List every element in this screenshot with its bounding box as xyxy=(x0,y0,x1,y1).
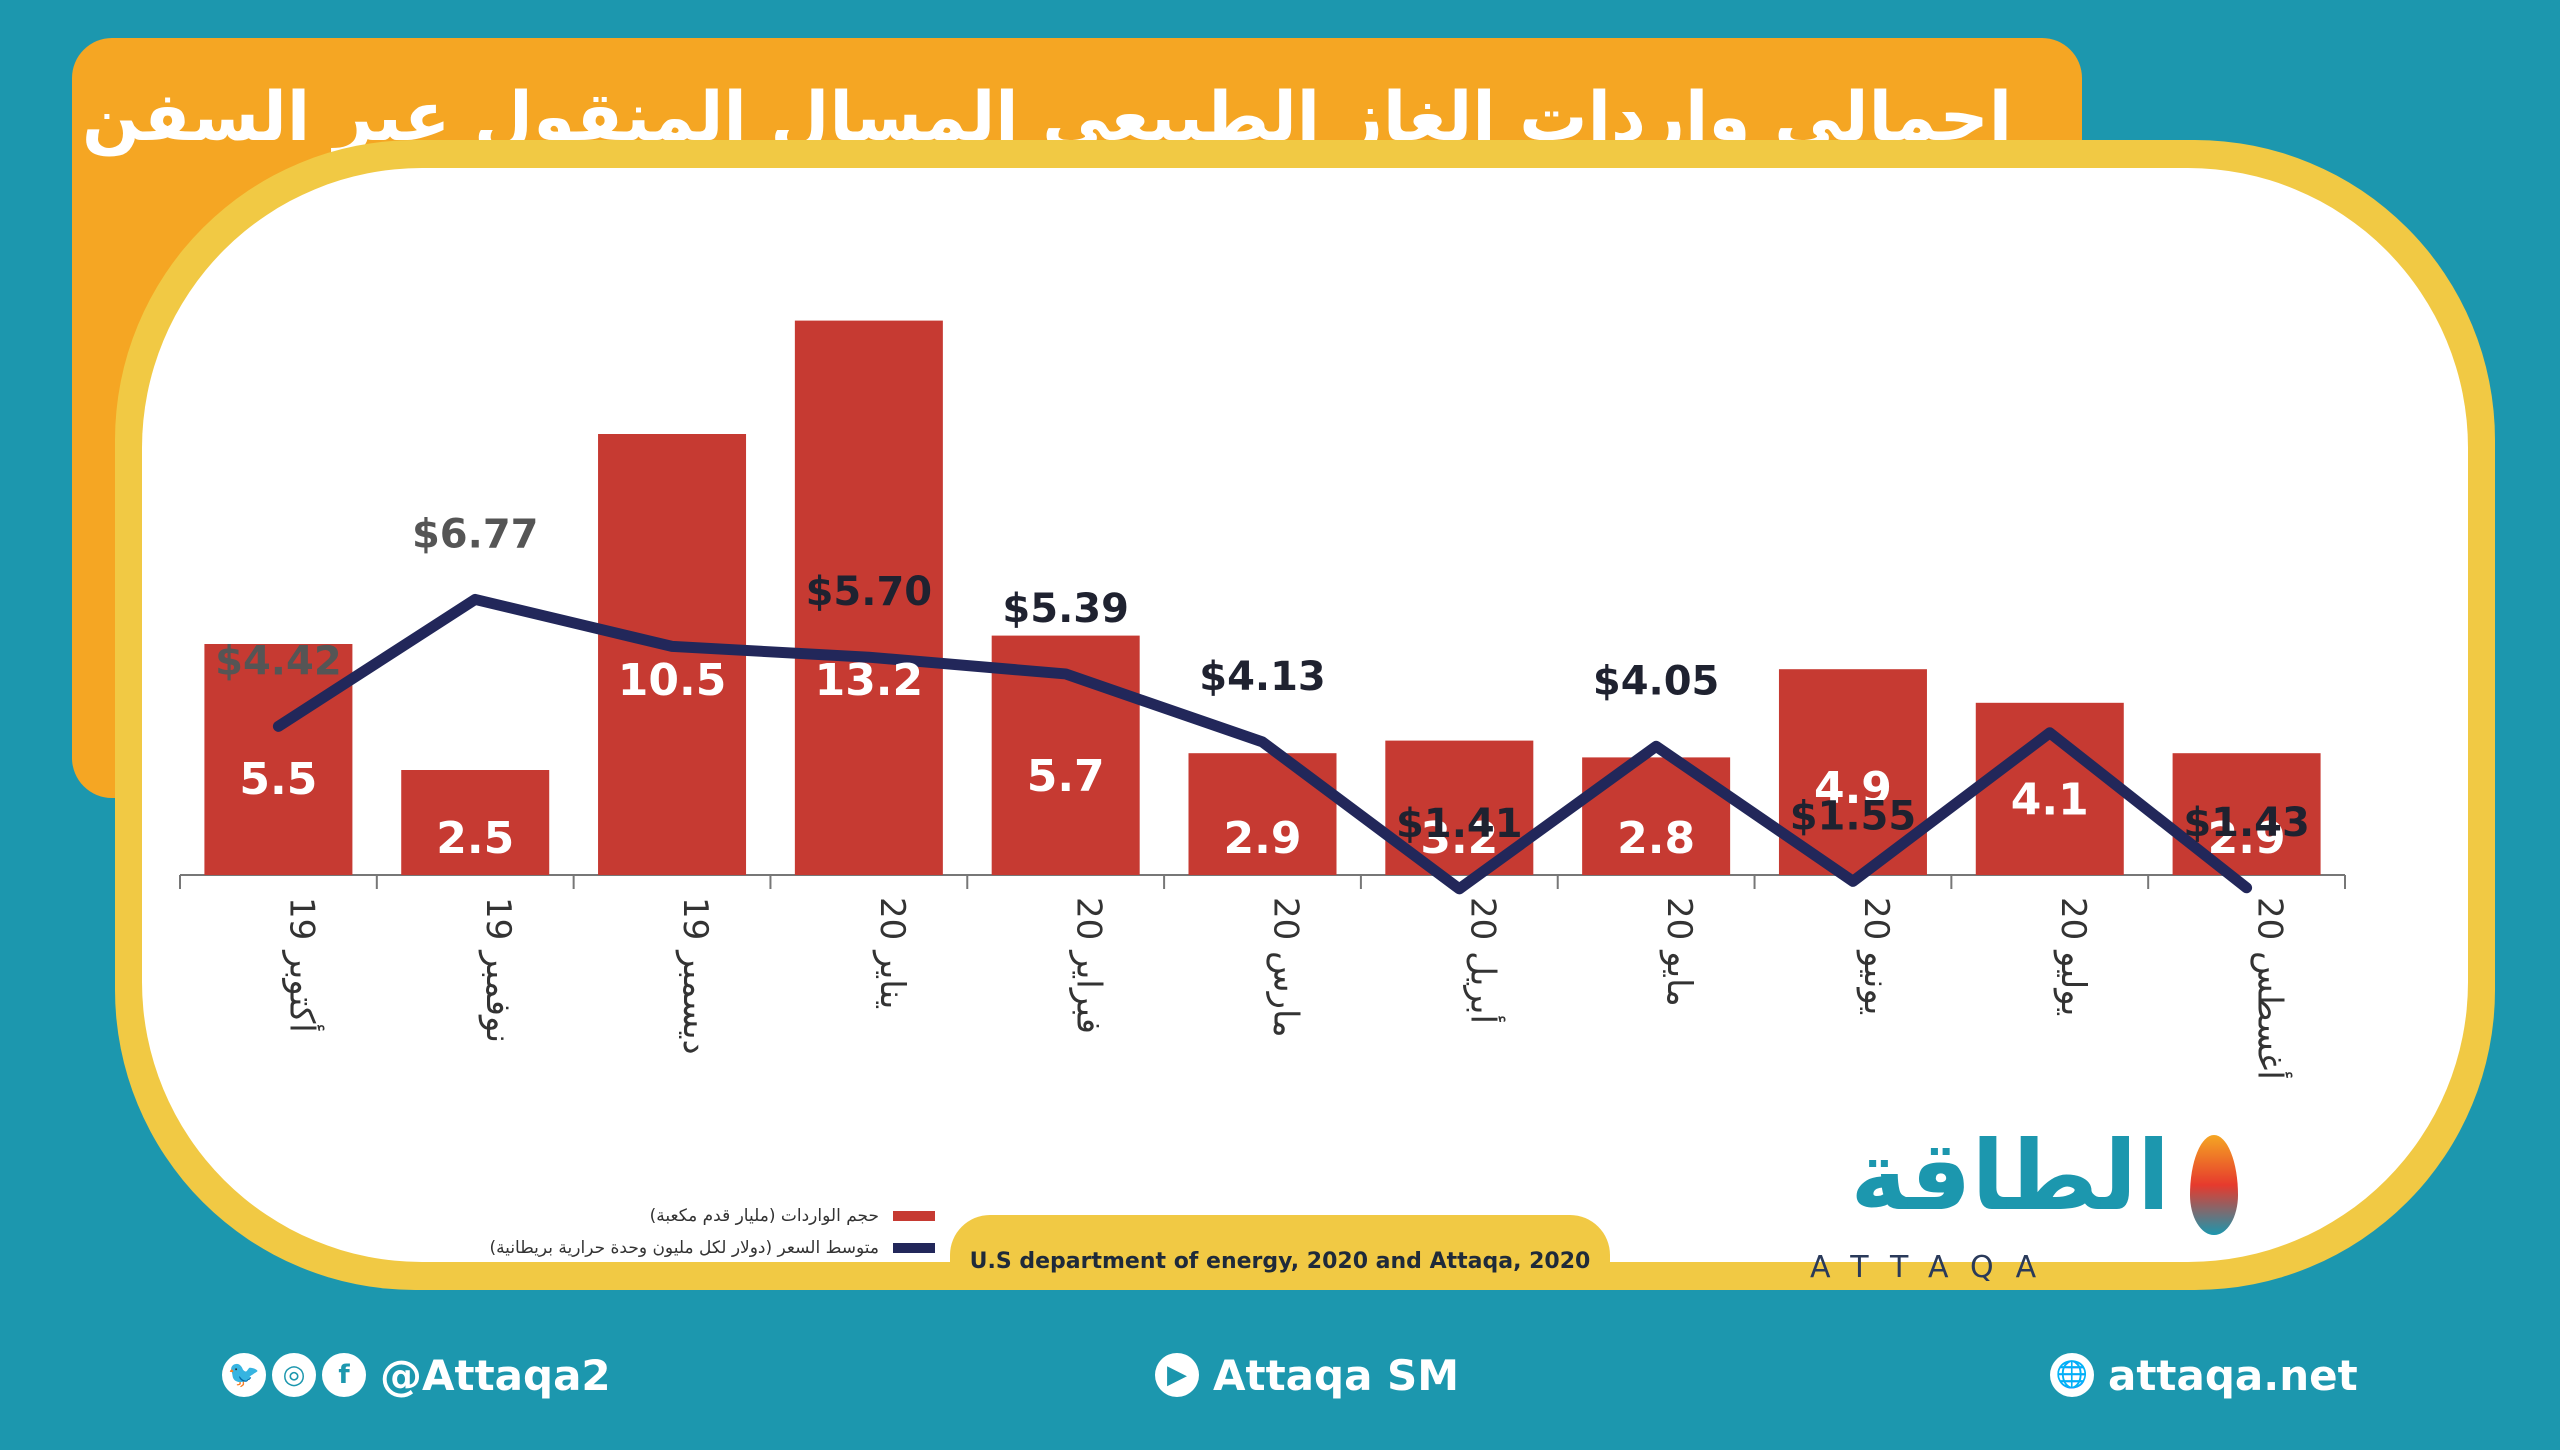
legend-item-price: متوسط السعر (دولار لكل مليون وحدة حرارية… xyxy=(415,1232,935,1264)
x-tick-label: 20 أبريل xyxy=(1462,897,1505,1024)
x-tick-label: 20 مايو xyxy=(1659,897,1699,1007)
price-value-label: $5.39 xyxy=(1002,586,1129,632)
bar-value-label: 5.7 xyxy=(1027,751,1105,802)
price-value-label: $1.43 xyxy=(2183,800,2310,846)
x-tick-label: 20 أغسطس xyxy=(2250,897,2293,1080)
logo-latin: ATTAQA xyxy=(1810,1250,2059,1285)
legend-label-price: متوسط السعر (دولار لكل مليون وحدة حرارية… xyxy=(489,1238,879,1258)
bar-value-label: 2.9 xyxy=(1224,813,1302,864)
legend-label-volume: حجم الواردات (مليار قدم مكعبة) xyxy=(649,1206,879,1226)
x-tick-label: 20 يونيو xyxy=(1856,897,1896,1015)
source-text: U.S department of energy, 2020 and Attaq… xyxy=(969,1249,1591,1274)
price-value-label: $6.77 xyxy=(412,511,539,557)
bar-value-label: 2.8 xyxy=(1617,813,1695,864)
twitter-icon[interactable]: 🐦 xyxy=(222,1353,266,1397)
globe-icon[interactable]: 🌐 xyxy=(2050,1353,2094,1397)
price-value-label: $4.13 xyxy=(1199,654,1326,700)
legend-swatch-price xyxy=(893,1243,935,1253)
social-handle[interactable]: @Attaqa2 xyxy=(380,1350,611,1400)
footer-website: 🌐 attaqa.net xyxy=(2050,1350,2358,1400)
website-link[interactable]: attaqa.net xyxy=(2108,1350,2358,1400)
x-tick-label: 20 يناير xyxy=(872,897,912,1009)
bar-value-label: 13.2 xyxy=(815,655,924,706)
youtube-icon[interactable]: ▶ xyxy=(1155,1353,1199,1397)
price-value-label: $4.05 xyxy=(1593,658,1720,704)
youtube-handle[interactable]: Attaqa SM xyxy=(1213,1350,1460,1400)
logo-arabic: الطاقة xyxy=(1850,1120,2170,1232)
x-tick-label: 19 نوفمبر xyxy=(478,897,518,1043)
legend: حجم الواردات (مليار قدم مكعبة) متوسط الس… xyxy=(415,1200,935,1264)
flame-drop-icon xyxy=(2190,1135,2238,1235)
price-value-label: $4.42 xyxy=(215,638,342,684)
price-value-label: $5.70 xyxy=(806,569,933,615)
series-line-price xyxy=(272,593,2253,895)
x-tick-label: 20 فبراير xyxy=(1069,897,1109,1034)
legend-swatch-volume xyxy=(893,1211,935,1221)
footer-youtube: ▶ Attaqa SM xyxy=(1155,1350,1459,1400)
bar-value-label: 4.1 xyxy=(2011,775,2089,826)
source-box: U.S department of energy, 2020 and Attaq… xyxy=(950,1215,1610,1290)
x-tick-label: 20 مارس xyxy=(1266,897,1306,1038)
bar-value-label: 2.9 xyxy=(2208,813,2286,864)
bar-value-label: 5.5 xyxy=(239,754,317,805)
facebook-icon[interactable]: f xyxy=(322,1353,366,1397)
bar-value-label: 2.5 xyxy=(436,813,514,864)
legend-item-volume: حجم الواردات (مليار قدم مكعبة) xyxy=(415,1200,935,1232)
bar xyxy=(204,644,353,875)
bar xyxy=(401,770,550,875)
logo: الطاقة ATTAQA xyxy=(1780,1120,2238,1300)
x-tick-label: 19 ديسمبر xyxy=(675,897,715,1055)
instagram-icon[interactable]: ◎ xyxy=(272,1353,316,1397)
footer-social: 🐦 ◎ f @Attaqa2 xyxy=(222,1350,611,1400)
bar xyxy=(794,320,943,876)
price-value-label: $1.55 xyxy=(1790,793,1917,839)
bar-value-label: 3.2 xyxy=(1420,813,1498,864)
price-value-label: $1.41 xyxy=(1396,801,1523,847)
x-tick-label: 20 يوليو xyxy=(2053,897,2093,1016)
bar-value-label: 4.9 xyxy=(1814,763,1892,814)
bar-value-label: 10.5 xyxy=(618,655,727,706)
x-tick-label: 19 أكتوبر xyxy=(281,897,324,1033)
